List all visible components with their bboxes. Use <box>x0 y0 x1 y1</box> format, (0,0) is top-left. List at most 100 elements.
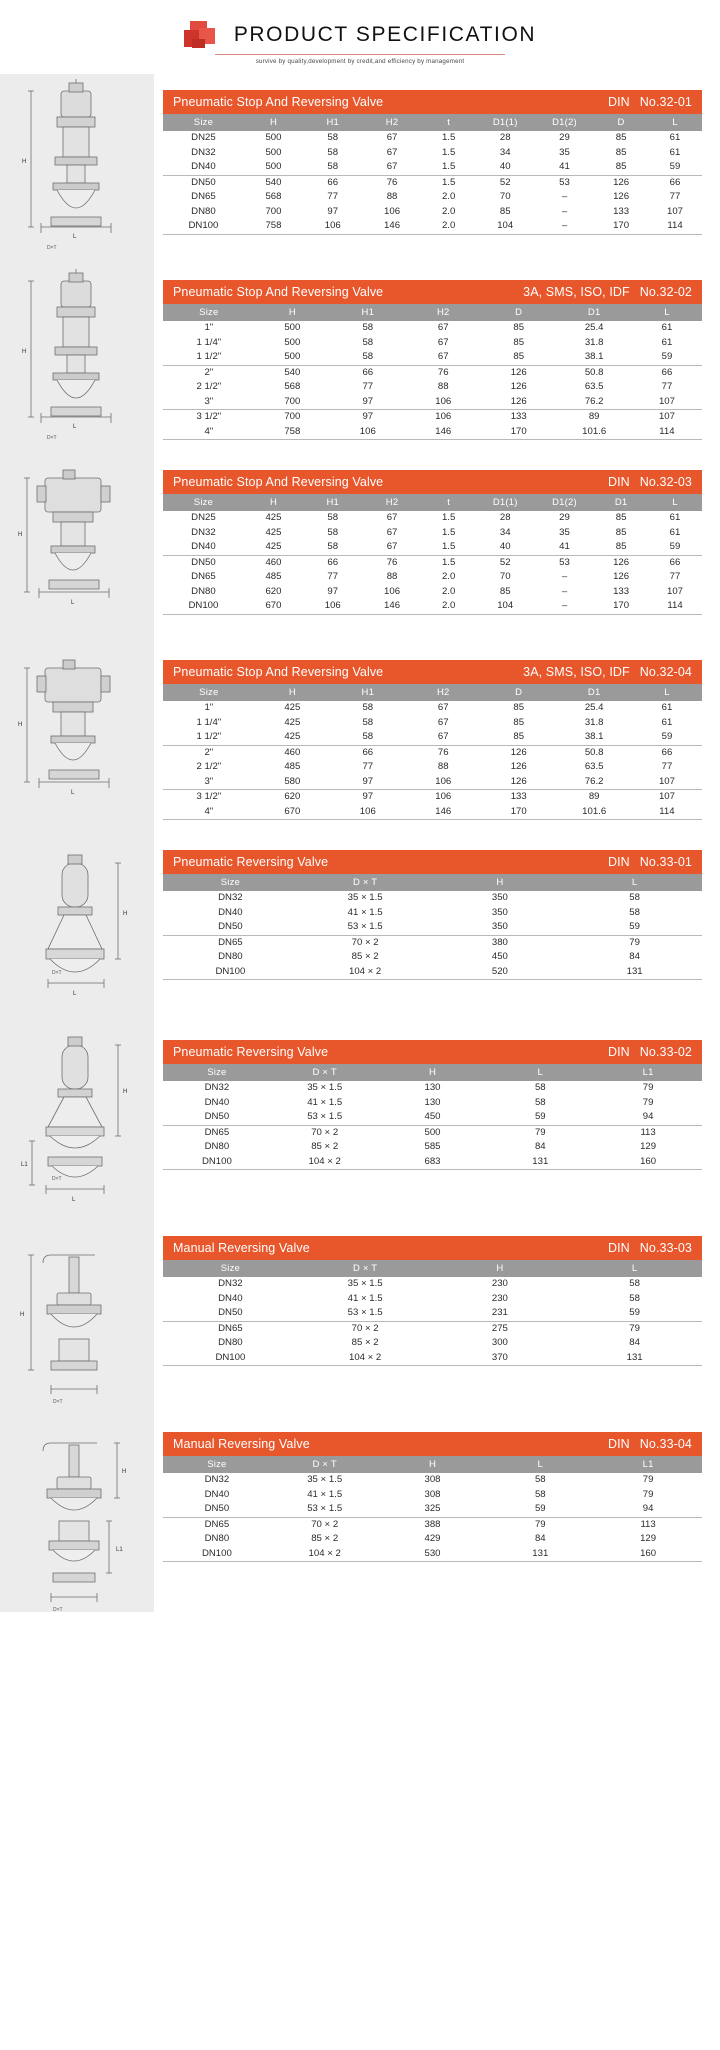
table-cell: DN100 <box>163 1350 298 1366</box>
table-row: DN50 53 × 1.5 450 59 94 <box>163 1110 702 1125</box>
table-cell: 170 <box>480 424 557 440</box>
column-header: t <box>421 114 476 131</box>
table-cell: 97 <box>330 409 406 425</box>
table-cell: 58 <box>303 131 363 146</box>
page-masthead: PRODUCT SPECIFICATION survive by quality… <box>0 0 720 74</box>
svg-text:D×T: D×T <box>47 435 57 441</box>
table-cell: 58 <box>303 540 363 555</box>
table-cell: 84 <box>567 1336 702 1351</box>
spec-block: H L D×T Pneumatic Reversing Valve DIN No.3… <box>0 834 720 1024</box>
table-cell: 113 <box>594 1124 702 1140</box>
table-cell: 425 <box>254 715 331 730</box>
table-cell: 300 <box>432 1336 568 1351</box>
table-cell: 66 <box>631 744 702 760</box>
table-cell: 53 × 1.5 <box>270 1502 379 1517</box>
table-row: DN50 460 66 76 1.5 52 53 126 66 <box>163 554 702 570</box>
table-cell: 67 <box>405 730 481 745</box>
table-row: 3" 700 97 106 126 76.2 107 <box>163 394 702 410</box>
table-cell: DN50 <box>163 920 298 935</box>
svg-text:H: H <box>18 532 22 538</box>
table-cell: 84 <box>486 1532 595 1547</box>
table-cell: 79 <box>567 934 702 950</box>
table-row: DN25 500 58 67 1.5 28 29 85 61 <box>163 131 702 146</box>
table-cell: 104 × 2 <box>270 1154 379 1170</box>
table-cell: 67 <box>362 145 422 160</box>
svg-text:D×T: D×T <box>53 1607 63 1612</box>
table-cell: 2.0 <box>421 190 476 205</box>
table-row: DN65 70 × 2 380 79 <box>163 934 702 950</box>
table-row: DN40 41 × 1.5 230 58 <box>163 1291 702 1306</box>
table-cell: 61 <box>648 511 702 526</box>
table-cell: 3 1/2" <box>163 409 255 425</box>
spec-block: H D×T Manual Reversing Valve DIN No.33-03 S… <box>0 1220 720 1416</box>
column-header: H <box>243 114 304 131</box>
masthead-divider <box>214 53 505 55</box>
table-cell: 104 <box>475 599 535 615</box>
table-cell: 85 <box>480 701 557 716</box>
table-row: 1" 425 58 67 85 25.4 61 <box>163 701 702 716</box>
spec-title-text: Manual Reversing Valve <box>173 1437 310 1451</box>
svg-text:D×T: D×T <box>53 1399 63 1405</box>
table-cell: 133 <box>480 409 557 425</box>
table-cell: DN65 <box>163 1320 298 1336</box>
spec-title-text: Pneumatic Stop And Reversing Valve <box>173 475 384 489</box>
table-cell: 231 <box>432 1306 568 1321</box>
spec-block: H L D×T Pneumatic Stop And Reversing Val… <box>0 74 720 264</box>
spec-number-label: No.32-04 <box>639 665 692 679</box>
table-cell: 70 <box>475 190 535 205</box>
svg-text:L: L <box>73 991 77 997</box>
table-cell: 76 <box>362 554 422 570</box>
spec-number-label: No.33-04 <box>639 1437 692 1451</box>
table-cell: 4" <box>163 424 255 440</box>
table-cell: 84 <box>567 950 702 965</box>
table-row: DN65 568 77 88 2.0 70–126 77 <box>163 190 702 205</box>
table-cell: 58 <box>330 335 406 350</box>
table-row: DN32 35 × 1.5 308 58 79 <box>163 1473 702 1488</box>
table-cell: 85 <box>480 730 557 745</box>
column-header: t <box>421 494 476 511</box>
manual-reversing-valve-tee-drawing: H D×T <box>0 1220 155 1416</box>
table-cell: DN40 <box>163 1291 298 1306</box>
table-cell: 700 <box>254 394 331 410</box>
svg-text:L: L <box>72 1197 76 1203</box>
table-cell: 52 <box>475 174 535 190</box>
table-cell: 58 <box>330 701 406 716</box>
table-cell: DN25 <box>163 511 244 526</box>
table-cell: 107 <box>631 789 702 805</box>
column-header: D1(1) <box>475 114 535 131</box>
table-row: 2 1/2" 568 77 88 126 63.5 77 <box>163 380 702 395</box>
table-cell: 107 <box>631 409 702 425</box>
spec-table: Size D × T H L L1 DN32 35 × 1.5 308 58 79 DN40 41 ×… <box>163 1456 702 1562</box>
table-cell: 76 <box>362 174 422 190</box>
table-cell: 97 <box>330 774 406 790</box>
table-cell: 450 <box>432 950 568 965</box>
table-cell: 350 <box>432 891 568 906</box>
table-cell: 77 <box>303 570 363 585</box>
table-cell: 500 <box>254 321 331 336</box>
spec-table-title-bar: Pneumatic Reversing Valve DIN No.33-01 <box>163 850 702 874</box>
table-cell: 59 <box>631 350 702 365</box>
table-row: DN100 758 106 146 2.0 104–170 114 <box>163 219 702 235</box>
spec-table: Size H H1 H2 t D1(1) D1(2) D1 L DN25 425 58 67 1.5 28 2… <box>163 494 702 615</box>
column-header: H1 <box>303 494 363 511</box>
table-cell: – <box>534 584 595 599</box>
table-cell: 2 1/2" <box>163 380 255 395</box>
table-cell: 97 <box>303 204 363 219</box>
table-cell: 500 <box>243 145 304 160</box>
table-cell: 131 <box>486 1154 595 1170</box>
svg-text:L1: L1 <box>116 1547 123 1553</box>
table-row: DN100 104 × 2 520 131 <box>163 964 702 980</box>
spec-table: Size D × T H L DN32 35 × 1.5 230 58 DN40 41 × 1.5… <box>163 1260 702 1366</box>
spec-table-wrapper: Manual Reversing Valve DIN No.33-03 Size D ×… <box>155 1220 712 1416</box>
table-cell: 94 <box>594 1502 702 1517</box>
table-cell: 104 <box>475 219 535 235</box>
table-cell: DN32 <box>163 1277 298 1292</box>
table-cell: 2 1/2" <box>163 760 255 775</box>
page-title: PRODUCT SPECIFICATION <box>233 22 537 46</box>
spec-number-label: No.32-03 <box>639 475 692 489</box>
table-cell: 79 <box>486 1124 595 1140</box>
svg-text:H: H <box>22 349 26 355</box>
table-cell: 66 <box>648 554 702 570</box>
table-cell: 31.8 <box>556 715 632 730</box>
table-cell: DN32 <box>163 1473 271 1488</box>
